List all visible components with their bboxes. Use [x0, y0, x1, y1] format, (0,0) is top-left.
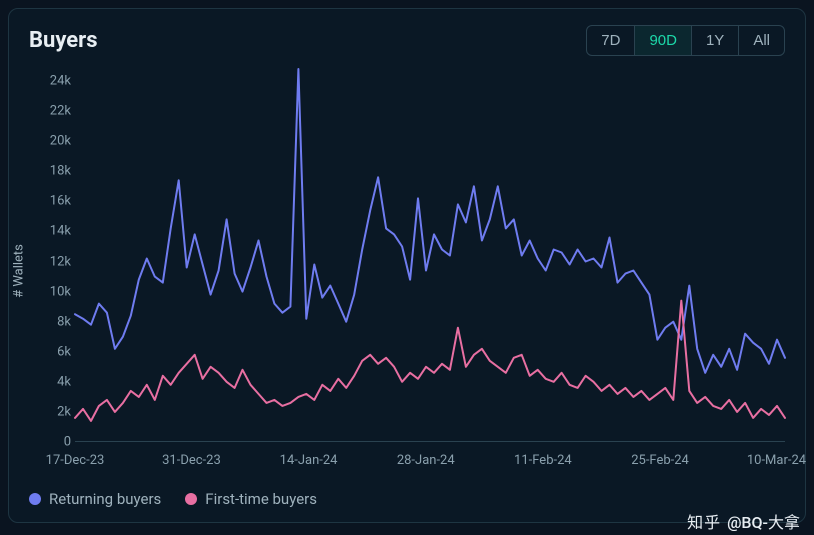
range-tab-1y[interactable]: 1Y	[692, 26, 739, 55]
legend-item-firsttime: First-time buyers	[185, 490, 317, 508]
range-tab-all[interactable]: All	[739, 26, 784, 55]
range-tab-7d[interactable]: 7D	[587, 26, 635, 55]
legend-dot-firsttime	[185, 493, 197, 505]
y-tick: 0	[31, 435, 71, 450]
plot-area: 02k4k6k8k10k12k14k16k18k20k22k24k17-Dec-…	[75, 66, 785, 442]
y-tick: 22k	[31, 104, 71, 119]
x-tick: 25-Feb-24	[631, 453, 689, 468]
x-tick: 14-Jan-24	[280, 453, 338, 468]
y-tick: 10k	[31, 284, 71, 299]
zhihu-logo-icon: 知乎	[687, 509, 721, 533]
watermark: 知乎 @BQ-大拿	[687, 509, 800, 533]
legend-label-firsttime: First-time buyers	[205, 490, 317, 508]
series-line	[75, 301, 785, 421]
range-tabs: 7D 90D 1Y All	[586, 25, 785, 56]
chart-title: Buyers	[29, 28, 98, 53]
y-tick: 16k	[31, 194, 71, 209]
x-tick: 31-Dec-23	[162, 453, 221, 468]
watermark-handle: @BQ-大拿	[727, 509, 800, 533]
plot-wrap: # Wallets 02k4k6k8k10k12k14k16k18k20k22k…	[29, 66, 785, 476]
legend-label-returning: Returning buyers	[49, 490, 161, 508]
y-tick: 12k	[31, 254, 71, 269]
chart-card: Buyers 7D 90D 1Y All # Wallets 02k4k6k8k…	[8, 8, 806, 523]
x-tick: 11-Feb-24	[514, 453, 572, 468]
legend: Returning buyers First-time buyers	[29, 490, 785, 508]
legend-dot-returning	[29, 493, 41, 505]
y-tick: 24k	[31, 74, 71, 89]
y-tick: 4k	[31, 374, 71, 389]
legend-item-returning: Returning buyers	[29, 490, 161, 508]
y-tick: 14k	[31, 224, 71, 239]
y-tick: 8k	[31, 314, 71, 329]
x-tick: 10-Mar-24	[747, 453, 806, 468]
y-tick: 18k	[31, 164, 71, 179]
y-tick: 2k	[31, 404, 71, 419]
y-tick: 20k	[31, 134, 71, 149]
x-tick: 28-Jan-24	[397, 453, 455, 468]
range-tab-90d[interactable]: 90D	[635, 26, 692, 55]
chart-header: Buyers 7D 90D 1Y All	[29, 25, 785, 56]
y-tick: 6k	[31, 344, 71, 359]
lines-svg	[75, 66, 785, 442]
y-axis-label: # Wallets	[12, 244, 27, 298]
x-tick: 17-Dec-23	[46, 453, 105, 468]
